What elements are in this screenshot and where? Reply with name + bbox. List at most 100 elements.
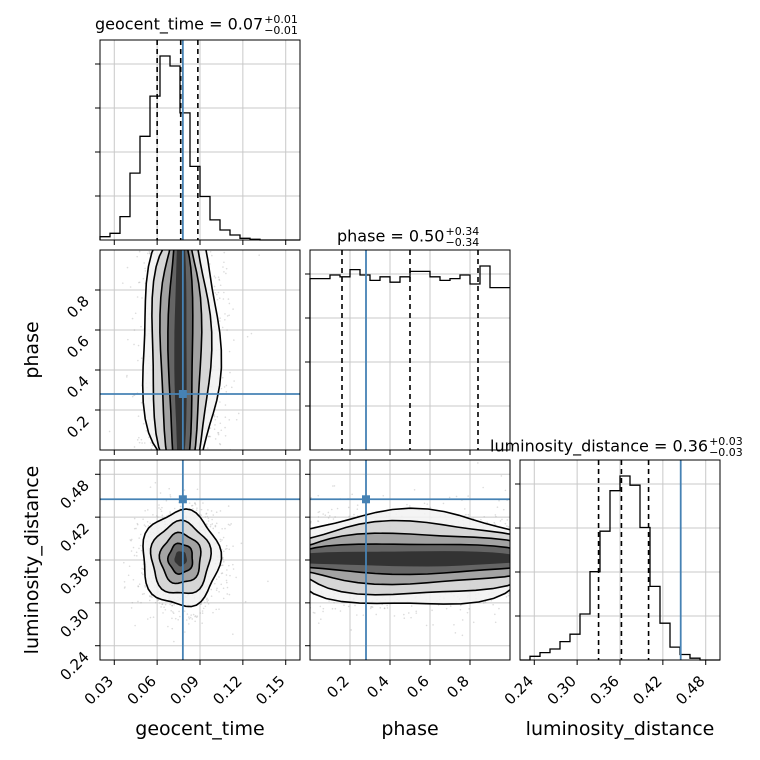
sample-point: [318, 510, 321, 513]
sample-point: [229, 371, 231, 374]
sample-point: [144, 270, 147, 272]
sample-point: [173, 603, 175, 606]
sample-point: [459, 604, 462, 607]
sample-point: [224, 527, 226, 530]
sample-point: [141, 572, 143, 574]
sample-point: [149, 522, 151, 525]
sample-point: [213, 285, 216, 288]
sample-point: [223, 261, 225, 264]
sample-point: [500, 475, 503, 477]
sample-point: [219, 284, 222, 287]
sample-point: [498, 499, 500, 502]
sample-point: [133, 554, 136, 557]
title-geocent-time-minus: −0.01: [264, 24, 298, 37]
sample-point: [406, 503, 408, 506]
sample-point: [131, 317, 134, 320]
hist-geocent_time: [99, 55, 300, 241]
sample-point: [222, 550, 225, 553]
sample-point: [177, 618, 179, 621]
sample-point: [224, 416, 227, 418]
title-luminosity-distance-value: 0.36: [672, 436, 709, 456]
sample-point: [198, 513, 201, 515]
sample-point: [227, 523, 230, 526]
sample-point: [506, 525, 508, 527]
sample-point: [130, 538, 133, 541]
sample-point: [407, 612, 410, 614]
sample-point: [152, 616, 155, 618]
sample-point: [130, 539, 132, 542]
sample-point: [502, 508, 505, 511]
sample-point: [472, 621, 475, 624]
sample-point: [267, 580, 269, 583]
sample-point: [214, 525, 217, 528]
sample-point: [507, 592, 510, 594]
sample-point: [222, 587, 225, 590]
sample-point: [209, 250, 212, 253]
sample-point: [223, 561, 225, 563]
sample-point: [159, 492, 162, 494]
sample-point: [160, 606, 162, 608]
sample-point: [201, 622, 203, 624]
sample-point: [169, 496, 172, 498]
sample-point: [486, 521, 489, 524]
sample-point: [455, 495, 458, 498]
sample-point: [232, 633, 234, 635]
sample-point: [225, 272, 227, 275]
sample-point: [206, 447, 209, 449]
y-tick-label-luminosity_distance: 0.24: [56, 648, 92, 684]
sample-point: [218, 278, 220, 281]
sample-point: [212, 527, 215, 530]
sample-point: [467, 513, 470, 516]
sample-point: [201, 612, 204, 615]
sample-point: [496, 506, 499, 508]
sample-point: [141, 593, 144, 595]
sample-point: [205, 513, 207, 515]
sample-point: [371, 606, 374, 608]
hist-phase: [309, 265, 510, 450]
sample-point: [506, 519, 509, 521]
title-phase: phase = 0.50 +0.34 −0.34: [337, 226, 479, 248]
sample-point: [228, 350, 231, 353]
sample-point: [224, 548, 227, 550]
sample-point: [442, 502, 445, 505]
sample-point: [140, 549, 143, 552]
sample-point: [188, 617, 191, 620]
sample-point: [208, 435, 210, 438]
sample-point: [140, 601, 142, 604]
sample-point: [232, 545, 234, 547]
sample-point: [196, 488, 199, 491]
sample-point: [185, 619, 188, 621]
sample-point: [221, 572, 224, 574]
sample-point: [137, 600, 139, 603]
sample-point: [329, 515, 331, 517]
sample-point: [490, 599, 493, 602]
sample-point: [191, 504, 194, 507]
sample-point: [227, 298, 230, 300]
sample-point: [213, 428, 216, 431]
sample-point: [139, 533, 142, 536]
sample-point: [155, 515, 158, 517]
sample-point: [432, 624, 434, 626]
sample-point: [125, 376, 128, 378]
sample-point: [144, 584, 146, 587]
sample-point: [143, 524, 146, 526]
sample-point: [207, 517, 210, 520]
sample-point: [327, 511, 330, 514]
sample-point: [218, 608, 220, 610]
sample-point: [217, 433, 220, 436]
sample-point: [140, 357, 143, 359]
sample-point: [207, 436, 210, 438]
sample-point: [139, 544, 142, 547]
sample-point: [192, 613, 195, 616]
sample-point: [216, 415, 219, 418]
sample-point: [507, 594, 510, 597]
sample-point: [179, 505, 182, 508]
y-tick-label-luminosity_distance: 0.48: [56, 476, 92, 512]
sample-point: [228, 419, 231, 421]
sample-point: [206, 597, 208, 600]
truth-marker: [362, 495, 370, 504]
sample-point: [224, 318, 226, 321]
sample-point: [135, 527, 137, 530]
sample-point: [204, 516, 207, 518]
sample-point: [218, 531, 220, 534]
